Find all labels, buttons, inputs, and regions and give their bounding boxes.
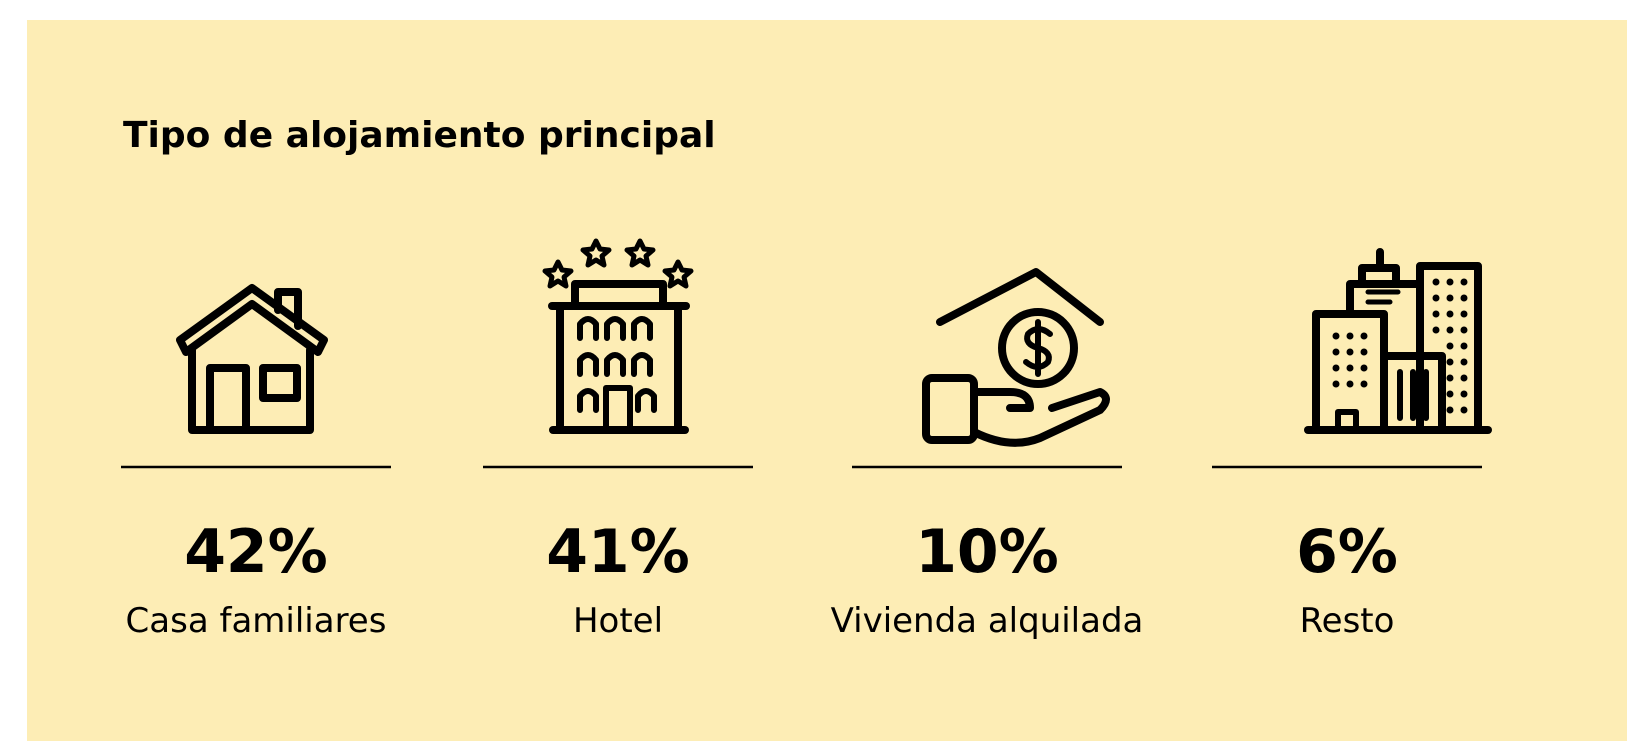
buildings-icon: [1304, 248, 1492, 434]
title: Tipo de alojamiento principal: [123, 115, 716, 156]
rent-icon: [922, 268, 1110, 447]
percentage: 6%: [1296, 517, 1398, 587]
item-label: Casa familiares: [126, 601, 387, 641]
percentage: 10%: [915, 517, 1059, 587]
item-label: Vivienda alquilada: [831, 601, 1144, 641]
hotel-icon: [542, 238, 694, 434]
items: 42% Casa familiares 41% Hotel 10% Vivienda al…: [121, 465, 1482, 641]
percentage: 42%: [184, 517, 328, 587]
item-label: Hotel: [573, 601, 663, 641]
item-label: Resto: [1300, 601, 1395, 641]
house-icon: [176, 284, 328, 434]
percentage: 41%: [546, 517, 690, 587]
